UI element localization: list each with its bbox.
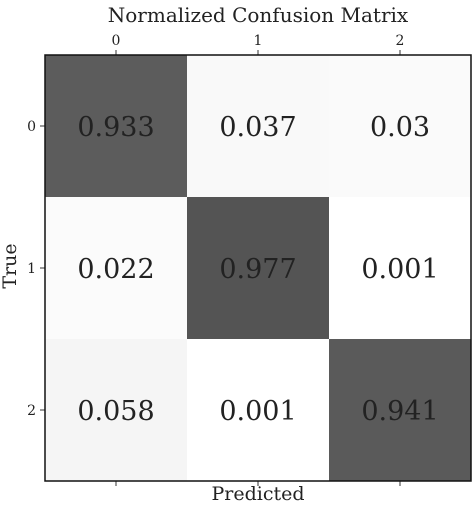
x-axis-label: Predicted [211,483,304,505]
y-tick-label-2: 2 [27,403,36,419]
heatmap-cell-2-0 [45,339,187,481]
heatmap-cell-1-0 [45,197,187,339]
cell-value-2-1: 0.001 [219,396,296,427]
heatmap-value-labels: 0.933 0.037 0.03 0.022 0.977 0.001 0.058 0.001 0… [77,112,438,427]
heatmap-cell-2-2 [329,339,471,481]
y-axis-label: True [0,243,21,288]
x-tick-label-1: 1 [254,33,263,49]
heatmap-cell-1-1 [187,197,329,339]
cell-value-2-2: 0.941 [361,396,438,427]
cell-value-2-0: 0.058 [77,396,154,427]
x-axis-ticks: 0 1 2 [112,33,405,486]
cell-value-0-1: 0.037 [219,112,296,143]
cell-value-0-0: 0.933 [77,112,154,143]
x-tick-label-0: 0 [112,33,121,49]
plot-frame [44,54,472,482]
cell-value-1-0: 0.022 [77,254,154,285]
heatmap-cell-0-2 [329,55,471,197]
y-tick-label-0: 0 [27,119,36,135]
y-axis-ticks: 0 1 2 [27,119,45,419]
cell-value-0-2: 0.03 [370,112,430,143]
cell-value-1-2: 0.001 [361,254,438,285]
y-tick-label-1: 1 [27,261,36,277]
heatmap-cell-0-1 [187,55,329,197]
chart-title: Normalized Confusion Matrix [108,3,409,27]
x-tick-label-2: 2 [396,33,405,49]
heatmap-cell-1-2 [329,197,471,339]
heatmap-cell-2-1 [187,339,329,481]
cell-value-1-1: 0.977 [219,254,296,285]
heatmap-cell-0-0 [45,55,187,197]
heatmap-cells [45,55,471,481]
